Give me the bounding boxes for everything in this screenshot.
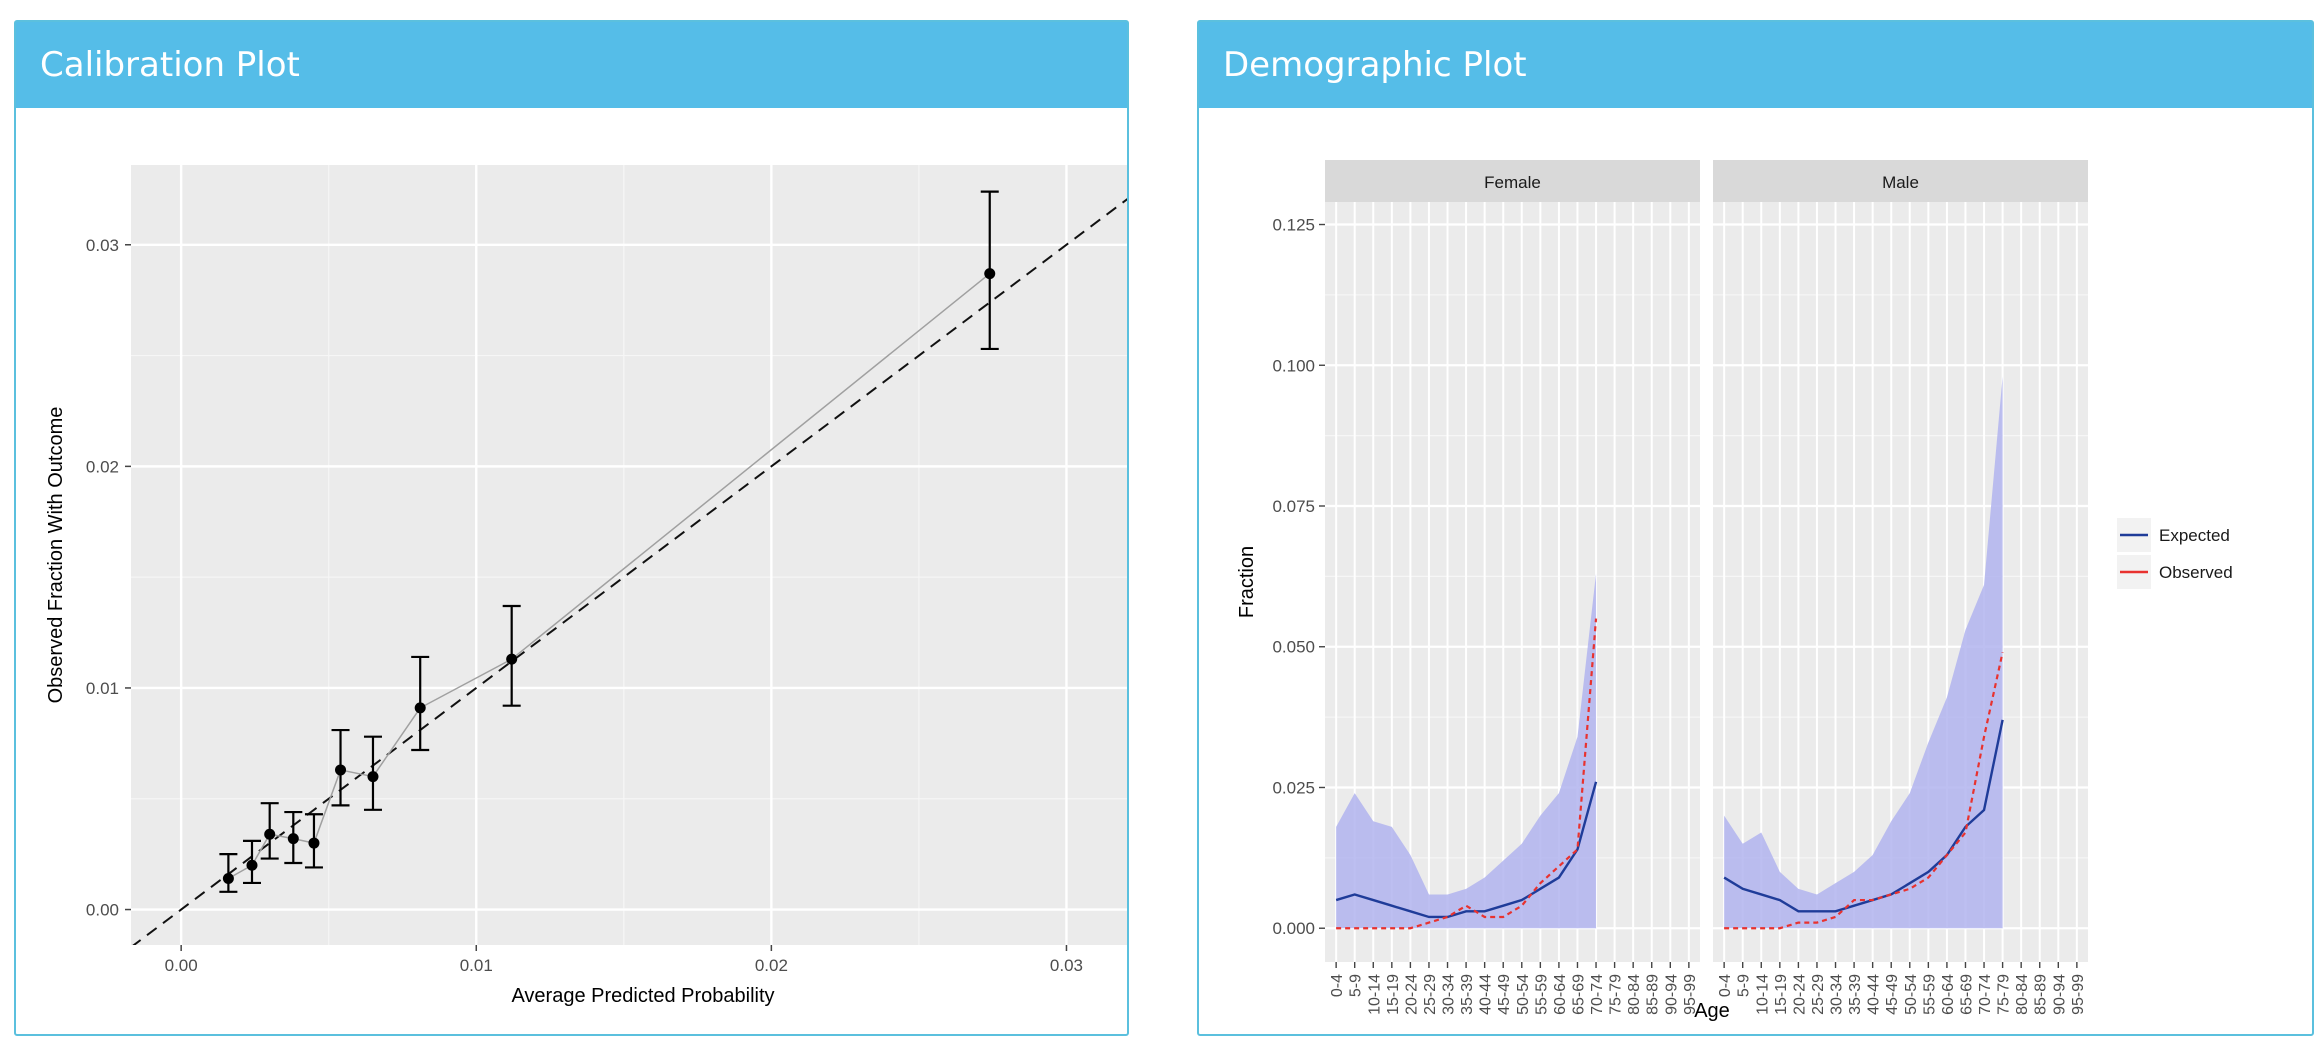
x-tick-label: 90-94	[1663, 974, 1680, 1015]
x-tick-label: 75-79	[1996, 974, 2013, 1015]
x-tick-label: 85-89	[2033, 974, 2050, 1015]
x-tick-label: 35-39	[1847, 974, 1864, 1015]
x-tick-label: 55-59	[1921, 974, 1938, 1015]
calibration-plot: 0.00 0.01 0.02 0.03 0.00 0.01 0.02 0.03 Average …	[45, 165, 1127, 1007]
x-tick-label: 0-4	[1717, 974, 1734, 997]
confidence-band	[1724, 376, 2003, 929]
x-tick-label: 10-14	[1754, 974, 1771, 1015]
x-tick-label: 0-4	[1329, 974, 1346, 997]
confidence-band	[1336, 573, 1597, 929]
data-point	[246, 859, 258, 871]
x-tick-label: 95-99	[2070, 974, 2087, 1015]
data-point	[335, 764, 347, 776]
data-point	[287, 833, 299, 845]
reference-line	[132, 198, 1127, 945]
x-tick-label: 10-14	[1366, 974, 1383, 1015]
y-tick-label: 0.000	[1272, 919, 1315, 938]
y-tick-label: 0.025	[1272, 778, 1315, 797]
x-tick-label: 45-49	[1884, 974, 1901, 1015]
data-point	[264, 828, 276, 840]
observed-line	[1724, 652, 2004, 930]
x-tick-label: 5-9	[1736, 974, 1753, 997]
x-tick-label: 65-69	[1570, 974, 1587, 1015]
x-tick-label: 30-34	[1441, 974, 1458, 1015]
x-tick-label: 45-49	[1496, 974, 1513, 1015]
data-point	[506, 653, 518, 665]
plot-background	[131, 165, 1127, 945]
x-tick-label: 0.02	[755, 956, 788, 975]
x-tick-label: 20-24	[1791, 974, 1808, 1015]
data-point	[984, 268, 996, 280]
y-tick-label: 0.02	[86, 457, 119, 476]
y-tick-label: 0.050	[1272, 638, 1315, 657]
x-tick-label: 15-19	[1773, 974, 1790, 1015]
x-tick-label: 60-64	[1552, 974, 1569, 1015]
x-tick-label: 0.00	[165, 956, 198, 975]
facet-label: Male	[1882, 173, 1919, 192]
x-tick-label: 40-44	[1866, 974, 1883, 1015]
y-tick-label: 0.125	[1272, 216, 1315, 235]
x-tick-label: 20-24	[1403, 974, 1420, 1015]
x-tick-label: 55-59	[1533, 974, 1550, 1015]
x-axis-label: Age	[1694, 1000, 1730, 1022]
x-tick-label: 95-99	[1682, 974, 1699, 1015]
data-point	[367, 771, 379, 783]
expected-line	[1335, 781, 1598, 919]
y-tick-label: 0.075	[1272, 497, 1315, 516]
demographic-panel-title: Demographic Plot	[1199, 22, 2312, 108]
calibration-line	[228, 272, 991, 880]
x-tick-label: 25-29	[1810, 974, 1827, 1015]
y-axis-label: Fraction	[1236, 546, 1258, 618]
plot-layer	[132, 190, 1127, 945]
y-axis-label: Observed Fraction With Outcome	[45, 407, 67, 704]
x-tick-label: 85-89	[1645, 974, 1662, 1015]
x-tick-label: 15-19	[1385, 974, 1402, 1015]
y-tick-label: 0.03	[86, 236, 119, 255]
x-tick-label: 70-74	[1589, 974, 1606, 1015]
x-tick-label: 80-84	[2014, 974, 2031, 1015]
data-point	[308, 837, 320, 849]
facet-strip	[1325, 160, 1700, 202]
x-tick-label: 35-39	[1459, 974, 1476, 1015]
x-tick-label: 25-29	[1422, 974, 1439, 1015]
x-tick-label: 80-84	[1626, 974, 1643, 1015]
legend-label-observed: Observed	[2159, 563, 2233, 582]
x-tick-label: 60-64	[1940, 974, 1957, 1015]
x-tick-label: 90-94	[2051, 974, 2068, 1015]
data-point	[222, 873, 234, 885]
x-tick-label: 75-79	[1608, 974, 1625, 1015]
facet-label: Female	[1484, 173, 1541, 192]
x-tick-label: 70-74	[1977, 974, 1994, 1015]
expected-line	[1723, 719, 2004, 913]
x-tick-label: 0.01	[460, 956, 493, 975]
y-tick-label: 0.100	[1272, 356, 1315, 375]
y-tick-label: 0.00	[86, 901, 119, 920]
x-axis-label: Average Predicted Probability	[511, 985, 774, 1007]
x-tick-label: 50-54	[1515, 974, 1532, 1015]
demographic-panel: Demographic Plot Female 0-4 5-9 10-14 15-19 2…	[1197, 20, 2314, 1036]
y-tick-label: 0.01	[86, 679, 119, 698]
legend-label-expected: Expected	[2159, 526, 2230, 545]
facet-strip	[1713, 160, 2088, 202]
data-point	[414, 702, 426, 714]
calibration-panel: Calibration Plot 0.00 0.01 0.02 0.03 0.00 0.0…	[14, 20, 1129, 1036]
x-tick-label: 50-54	[1903, 974, 1920, 1015]
x-tick-label: 65-69	[1958, 974, 1975, 1015]
x-tick-label: 5-9	[1348, 974, 1365, 997]
x-tick-label: 30-34	[1829, 974, 1846, 1015]
x-tick-label: 0.03	[1050, 956, 1083, 975]
x-tick-label: 40-44	[1478, 974, 1495, 1015]
calibration-panel-title: Calibration Plot	[16, 22, 1127, 108]
